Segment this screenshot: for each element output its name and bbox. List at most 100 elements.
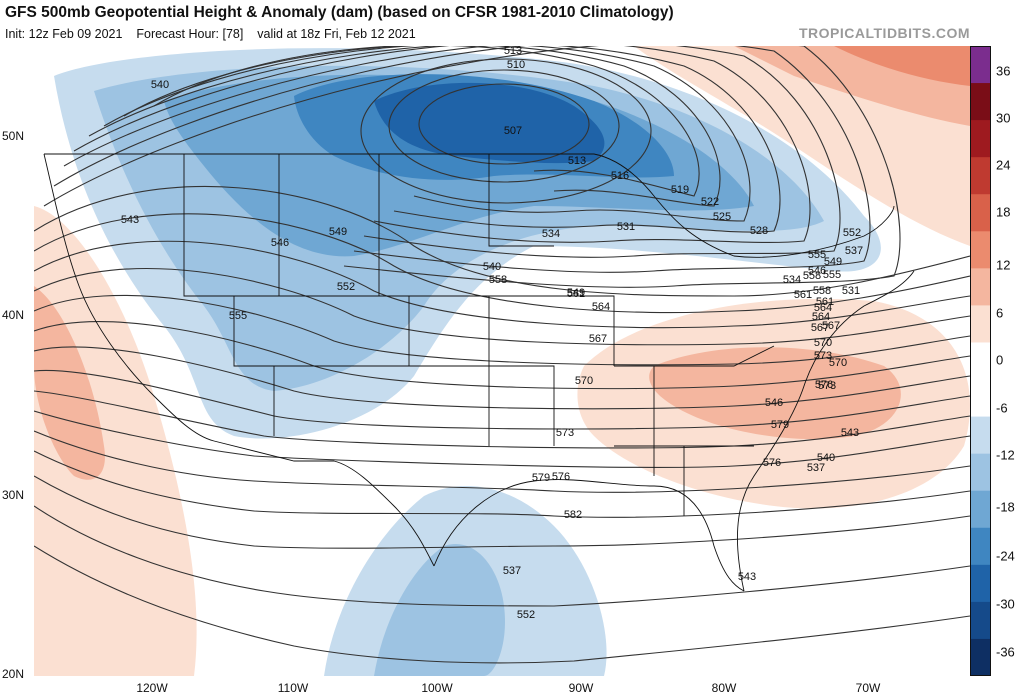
contour-label: 513	[568, 155, 586, 167]
colorbar-segment	[970, 564, 991, 603]
height-contours	[34, 46, 970, 664]
contour-label: 525	[713, 211, 731, 223]
init-time: Init: 12z Feb 09 2021	[5, 27, 123, 41]
contour-label: 567	[811, 322, 829, 334]
valid-time: valid at 18z Fri, Feb 12 2021	[257, 27, 416, 41]
contour-label: 558	[803, 270, 821, 282]
contour-564	[34, 390, 970, 449]
contour-label: 573	[818, 380, 836, 392]
contour-label: 570	[814, 337, 832, 349]
contour-label: 540	[151, 79, 169, 91]
contour-549	[34, 268, 970, 346]
contour-552	[34, 294, 970, 366]
contour-507	[418, 83, 590, 165]
map-panel[interactable]: 513 510 507 513 516 519 522 525 528 531 534 537 540 5…	[34, 46, 970, 676]
colorbar-tick-label: 30	[996, 110, 1011, 126]
contour-label: 510	[507, 59, 525, 71]
contour-576	[34, 475, 970, 549]
contour-519	[123, 46, 721, 207]
contour-label: 528	[750, 225, 768, 237]
contour-label: 573	[814, 350, 832, 362]
contour-540	[34, 185, 970, 297]
contour-525	[88, 46, 781, 233]
gulf-coastline	[433, 479, 745, 592]
colorbar-tick-label: -30	[996, 596, 1015, 612]
contour-label: 567	[822, 320, 840, 332]
colorbar-tick-label: 0	[996, 352, 1004, 368]
contour-537	[43, 46, 901, 288]
contour-label: 579	[771, 419, 789, 431]
contour-label: 561	[816, 296, 834, 308]
colorbar-tick-label: 24	[996, 157, 1011, 173]
colorbar-segment	[970, 83, 991, 121]
state-borders	[43, 153, 915, 592]
colorbar-tick-label: -18	[996, 499, 1015, 515]
contour-label: 576	[763, 457, 781, 469]
contour-label: 552	[517, 609, 535, 621]
contour-label: 534	[542, 228, 560, 240]
contour-label: 543	[121, 214, 139, 226]
contour-label: 579	[532, 472, 550, 484]
contour-label: 564	[814, 302, 832, 314]
contour-label: 552	[337, 281, 355, 293]
contour-label: 561	[567, 288, 585, 300]
contour-522	[103, 46, 751, 222]
contour-label: 561	[794, 289, 812, 301]
contour-579	[34, 505, 970, 607]
contour-534	[53, 46, 871, 273]
colorbar	[970, 46, 991, 676]
colorbar-segment	[970, 527, 991, 566]
contour-label: 582	[564, 509, 582, 521]
west-coastline	[43, 153, 215, 442]
lon-label-80w: 80W	[711, 681, 737, 695]
contour-label: 540	[483, 261, 501, 273]
source-watermark: TROPICALTIDBITS.COM	[798, 25, 970, 41]
colorbar-tick-label: 12	[996, 257, 1011, 273]
contour-label: 555	[823, 269, 841, 281]
contour-label: 555	[808, 249, 826, 261]
contour-573	[34, 450, 970, 518]
contour-label: 513	[504, 46, 522, 57]
contour-label-group: 5135105075135165195225255285315345375405…	[121, 46, 863, 621]
state-lines-east	[614, 345, 775, 516]
lon-label-90w: 90W	[568, 681, 594, 695]
lon-label-120w: 120W	[136, 681, 168, 695]
negative-anomaly-south-inner	[374, 544, 505, 676]
colorbar-tick-label: -24	[996, 548, 1015, 564]
contour-label: 507	[504, 125, 522, 137]
contour-513	[360, 58, 652, 204]
contour-label: 531	[617, 221, 635, 233]
contour-label: 546	[271, 237, 289, 249]
contour-label: 522	[701, 196, 719, 208]
positive-anomaly-west	[34, 206, 197, 676]
map-canvas[interactable]: 5135105075135165195225255285315345375405…	[34, 46, 970, 676]
contour-label: 576	[552, 471, 570, 483]
lat-label-20n: 20N	[2, 667, 25, 681]
contour-label: 534	[783, 274, 801, 286]
map-title: GFS 500mb Geopotential Height & Anomaly …	[5, 4, 674, 21]
lon-label-110w: 110W	[277, 681, 309, 695]
contour-516	[153, 46, 700, 197]
colorbar-segment	[970, 490, 991, 529]
contour-558	[34, 346, 970, 410]
contour-label: 537	[503, 565, 521, 577]
state-lines-west	[183, 154, 410, 436]
contour-label: 576	[815, 379, 833, 391]
us-canada-border	[44, 153, 895, 258]
lat-label-30n: 30N	[2, 488, 25, 502]
lon-label-100w: 100W	[421, 681, 453, 695]
contour-label: 549	[824, 256, 842, 268]
colorbar-segment	[970, 194, 991, 232]
colorbar-segment	[970, 231, 991, 269]
contour-label: 573	[556, 427, 574, 439]
colorbar-segment	[970, 46, 991, 84]
contour-label: 564	[592, 301, 610, 313]
contour-528	[73, 46, 811, 243]
contour-label: 570	[575, 375, 593, 387]
contour-567	[34, 410, 970, 468]
contour-582	[34, 545, 970, 664]
positive-anomaly-northeast-core	[834, 46, 970, 86]
contour-531	[63, 46, 841, 258]
contour-label: 546	[765, 397, 783, 409]
contour-label: 543	[738, 571, 756, 583]
